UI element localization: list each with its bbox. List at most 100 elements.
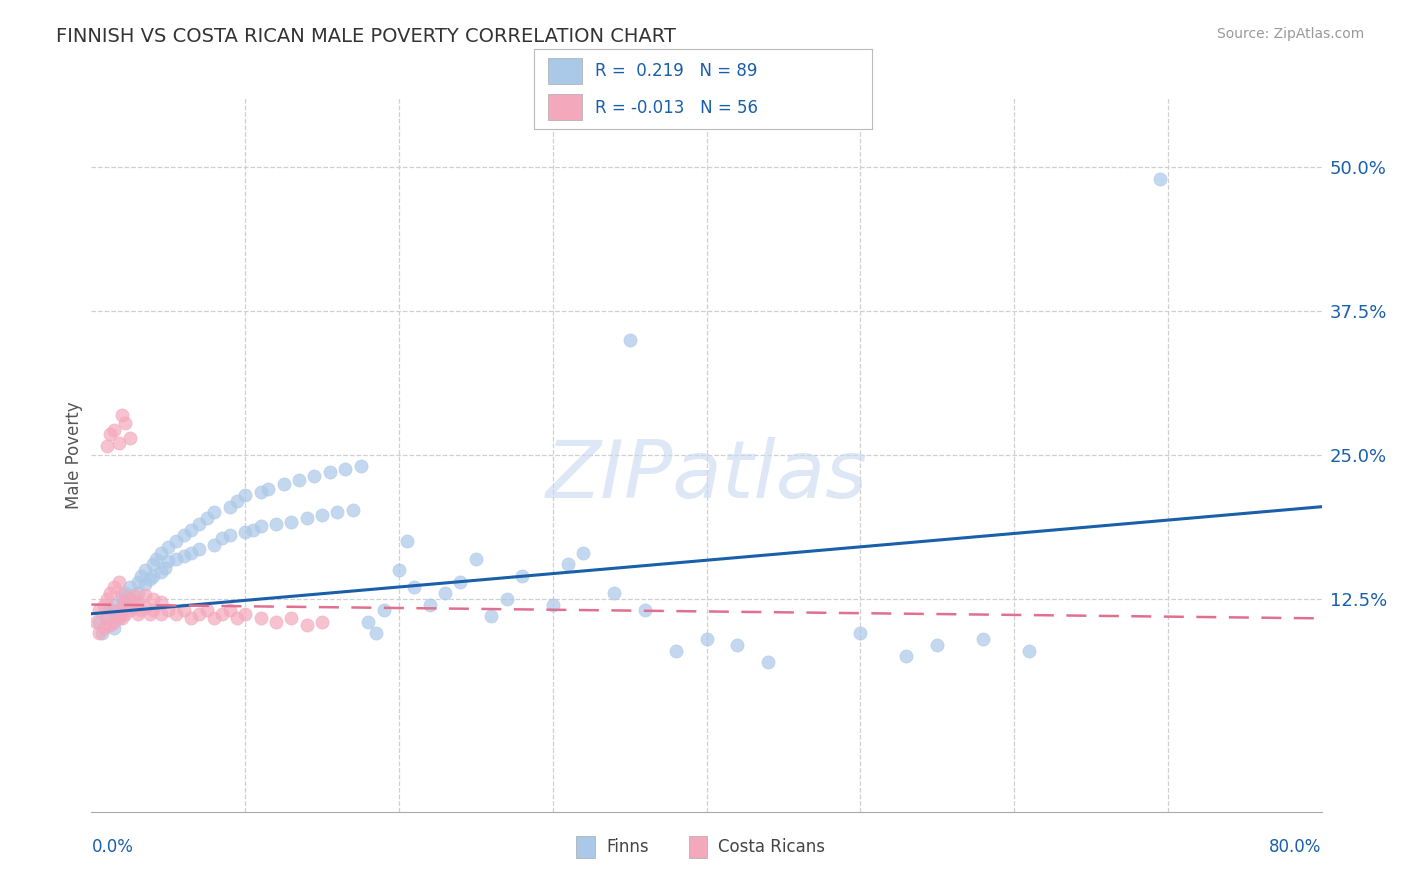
Point [93, 598, 115, 612]
Point [157, 554, 180, 568]
Point [142, 558, 165, 572]
Point [357, 615, 380, 629]
Point [242, 523, 264, 537]
Point [233, 524, 256, 539]
Point [541, 598, 564, 612]
Point [134, 599, 156, 614]
Point [118, 599, 141, 614]
Text: Costa Ricans: Costa Ricans [718, 838, 825, 856]
Point [288, 473, 311, 487]
Point [849, 626, 872, 640]
Point [202, 538, 225, 552]
Point [756, 655, 779, 669]
Point [84, 615, 107, 629]
Point [218, 500, 240, 514]
Point [91, 626, 114, 640]
Point [157, 603, 180, 617]
Point [319, 465, 342, 479]
Bar [548, 94, 582, 120]
Text: Finns: Finns [606, 838, 648, 856]
Text: R = -0.013   N = 56: R = -0.013 N = 56 [595, 99, 758, 117]
Point [188, 607, 211, 621]
Point [972, 632, 994, 646]
Point [211, 607, 233, 621]
Text: ZIPatlas: ZIPatlas [546, 437, 868, 516]
Point [149, 607, 172, 621]
Point [139, 572, 162, 586]
Point [103, 580, 125, 594]
Point [124, 588, 146, 602]
Point [127, 607, 149, 621]
Point [111, 588, 134, 602]
Point [165, 607, 187, 621]
Point [619, 333, 641, 347]
Point [211, 531, 233, 545]
Point [180, 546, 202, 560]
Point [93, 621, 115, 635]
Point [103, 598, 125, 612]
Point [114, 595, 136, 609]
Point [249, 611, 271, 625]
Point [96, 439, 118, 453]
Point [173, 549, 195, 564]
Point [557, 558, 579, 572]
Point [114, 586, 136, 600]
Point [145, 551, 167, 566]
Point [149, 566, 172, 580]
Point [257, 483, 280, 497]
Point [111, 603, 134, 617]
Point [127, 595, 149, 609]
Point [165, 534, 187, 549]
Point [129, 603, 152, 617]
Point [134, 577, 156, 591]
Point [98, 603, 121, 617]
Point [280, 611, 302, 625]
Point [96, 611, 118, 625]
Point [349, 459, 371, 474]
Point [103, 423, 125, 437]
Point [149, 546, 172, 560]
Point [114, 607, 136, 621]
Point [896, 649, 918, 664]
Point [195, 511, 218, 525]
Point [87, 626, 110, 640]
Point [264, 615, 287, 629]
Point [96, 609, 118, 624]
Point [311, 508, 333, 522]
Point [180, 523, 202, 537]
Point [202, 611, 225, 625]
Point [233, 488, 256, 502]
Point [333, 461, 356, 475]
Point [96, 591, 118, 606]
Point [464, 551, 486, 566]
Point [510, 568, 533, 582]
Point [388, 563, 411, 577]
Point [188, 516, 211, 531]
Text: Source: ZipAtlas.com: Source: ZipAtlas.com [1216, 27, 1364, 41]
Point [108, 436, 131, 450]
Point [98, 427, 121, 442]
Point [188, 542, 211, 557]
Point [108, 574, 131, 589]
Point [127, 586, 149, 600]
Point [180, 611, 202, 625]
Point [311, 615, 333, 629]
Point [364, 626, 387, 640]
Bar [548, 58, 582, 84]
Point [108, 611, 131, 625]
Point [233, 607, 256, 621]
Point [118, 603, 141, 617]
Point [725, 638, 748, 652]
Point [202, 506, 225, 520]
Point [98, 618, 121, 632]
Point [342, 503, 364, 517]
Point [326, 506, 349, 520]
Point [103, 603, 125, 617]
Point [127, 574, 149, 589]
Point [124, 599, 146, 614]
Point [295, 511, 318, 525]
Point [218, 528, 240, 542]
Point [249, 484, 271, 499]
Y-axis label: Male Poverty: Male Poverty [65, 401, 83, 508]
Point [226, 494, 249, 508]
